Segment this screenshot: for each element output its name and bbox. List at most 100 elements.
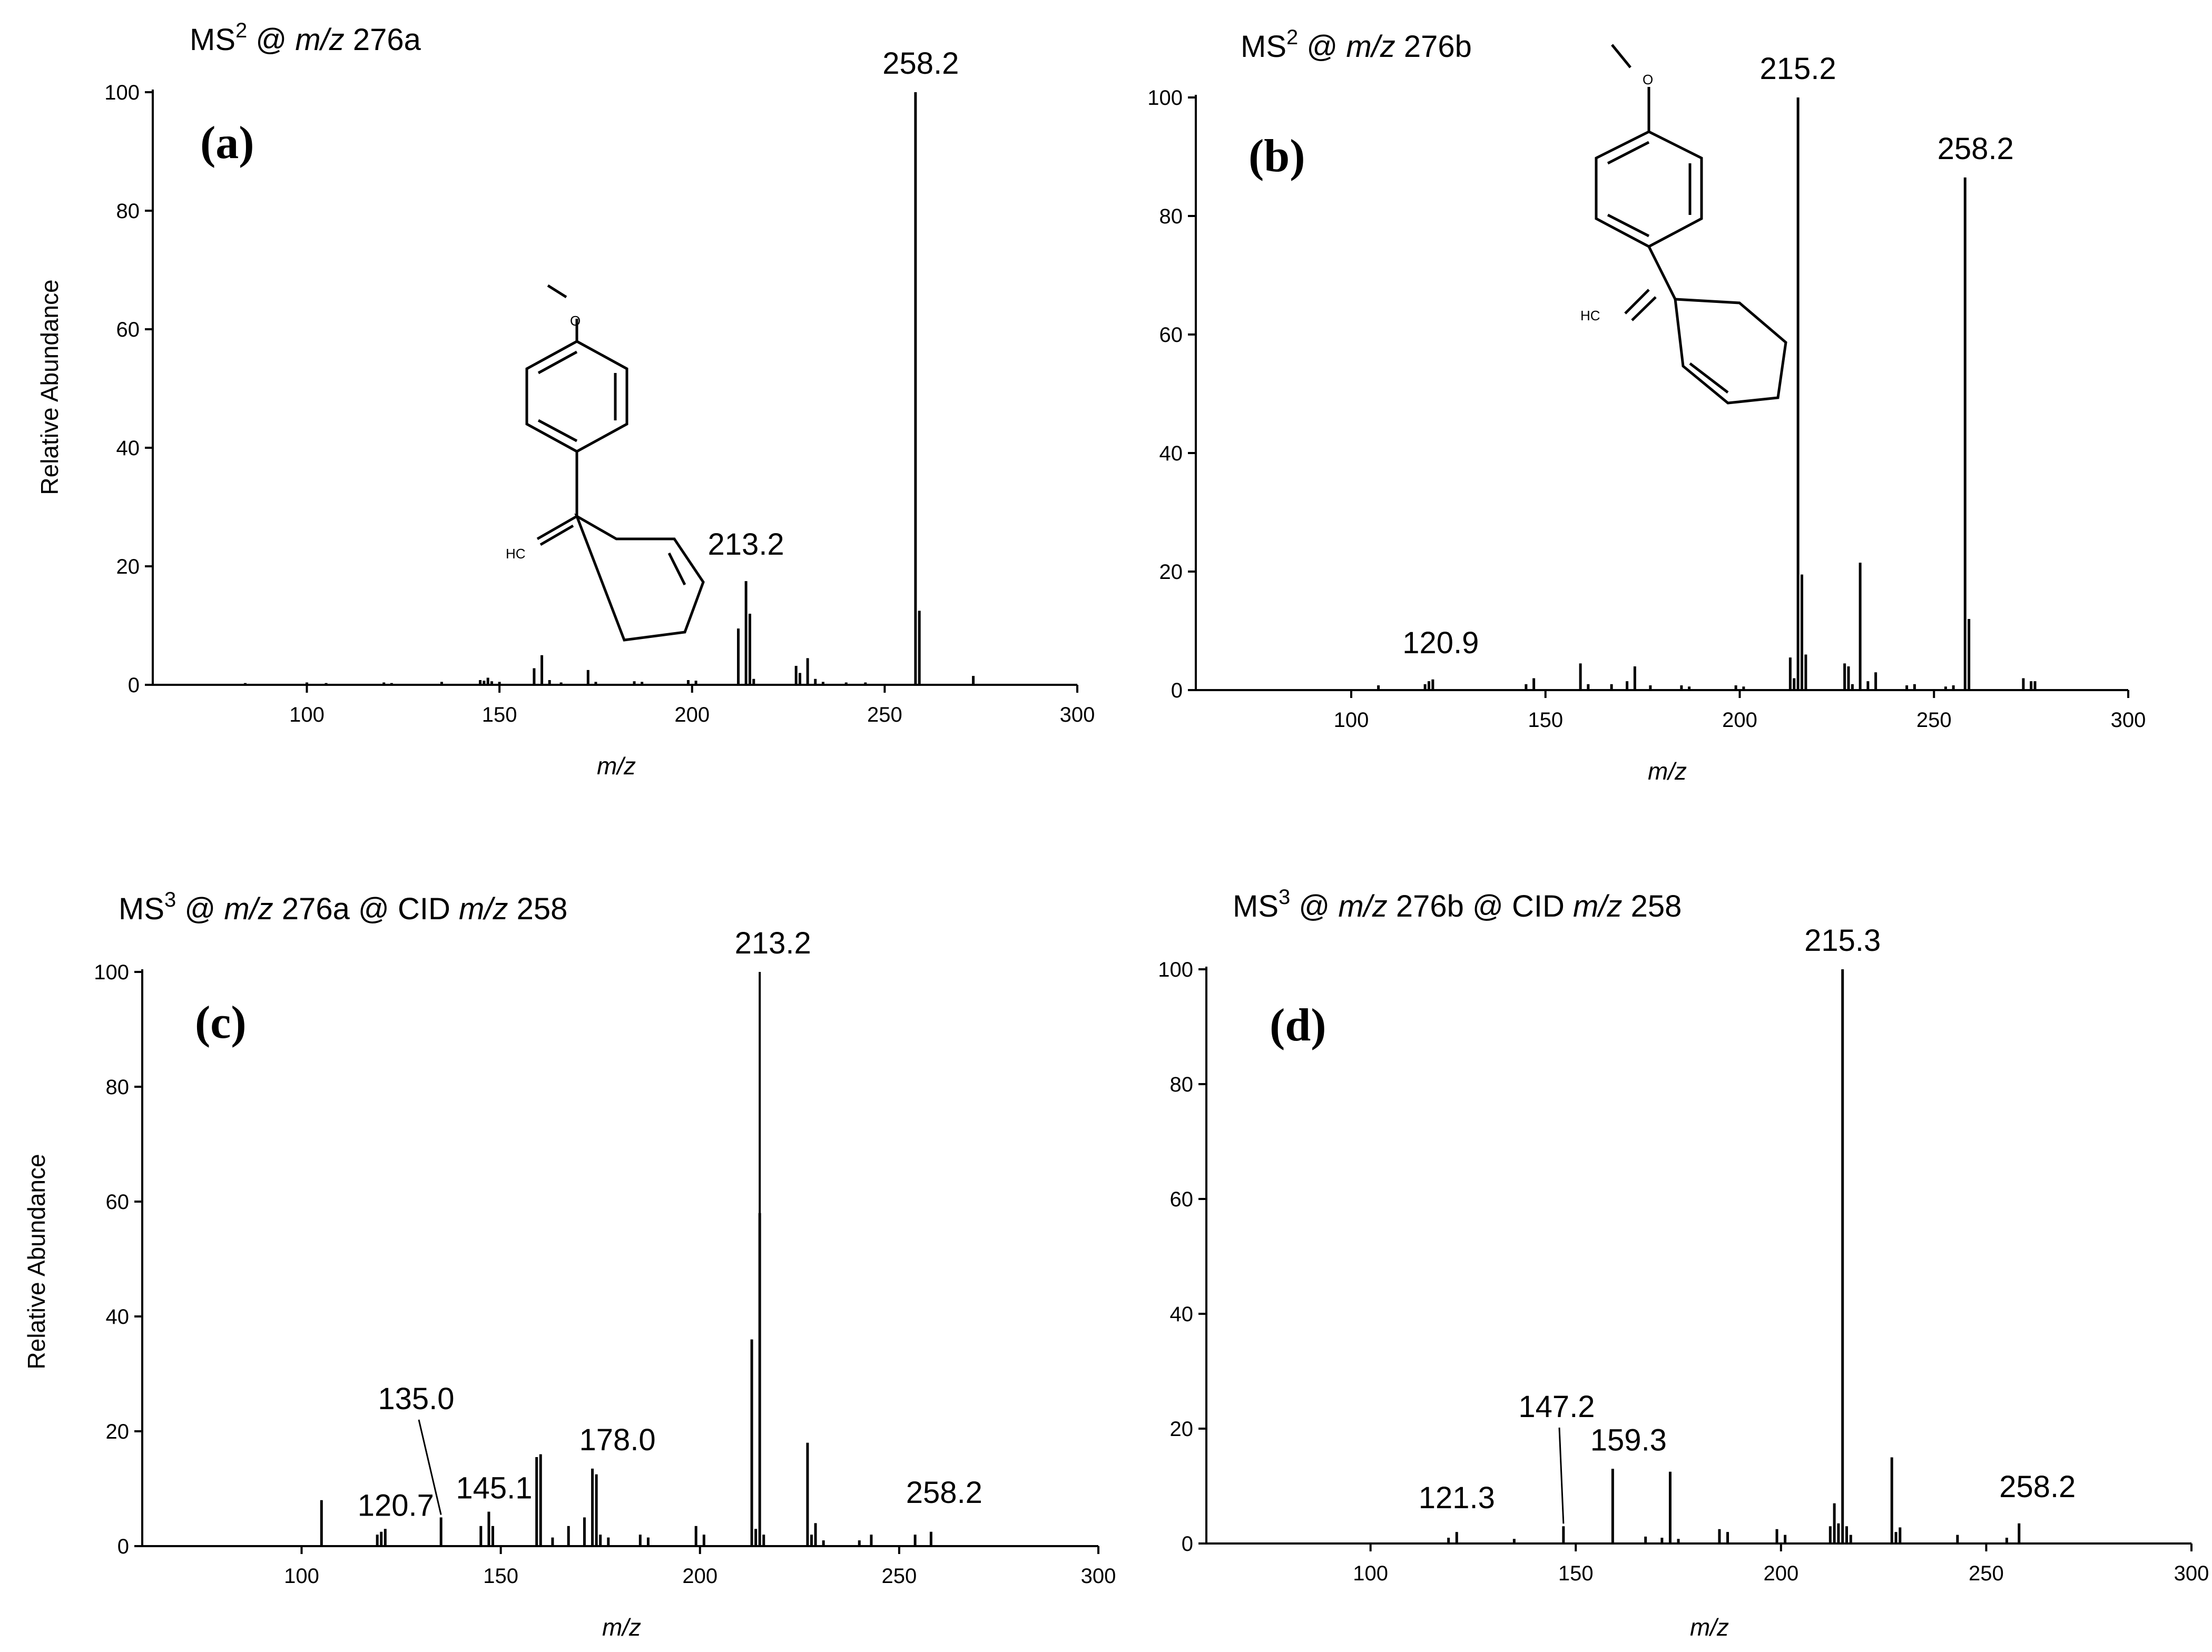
x-tick-label: 250 <box>882 1565 917 1588</box>
panel-c-axes: 0 20 40 60 80 100 100 150 200 250 300 <box>94 961 1116 1588</box>
vinyl-double-bond <box>536 515 578 540</box>
panel-a-structure-hc: HC <box>506 546 526 562</box>
panel-b-structure-hc: HC <box>1580 308 1600 323</box>
panel-c-ylabel: Relative Abundance <box>23 1154 50 1369</box>
cyclohexene-double <box>667 552 686 586</box>
peak-label: 147.2 <box>1518 1390 1595 1424</box>
peak-label: 178.0 <box>579 1423 656 1457</box>
panel-c-title: MS3 @ m/z 276a @ CID m/z 258 <box>119 888 567 926</box>
peak-label: 120.7 <box>358 1488 434 1522</box>
panel-a-annotations: 213.2 258.2 <box>708 46 959 562</box>
peak-label: 120.9 <box>1402 626 1479 660</box>
peak-label-leader <box>1558 1427 1565 1524</box>
y-tick-label: 60 <box>116 318 140 341</box>
peak-label: 213.2 <box>735 926 811 960</box>
peak-label: 213.2 <box>708 527 784 562</box>
benzene-inner-1 <box>1607 141 1650 165</box>
x-tick-label: 300 <box>1060 703 1095 726</box>
y-tick-label: 100 <box>1158 958 1193 981</box>
peak-label: 258.2 <box>882 46 959 81</box>
peak-label: 135.0 <box>378 1382 454 1416</box>
peak-label: 215.3 <box>1804 923 1881 958</box>
x-tick-label: 150 <box>482 703 517 726</box>
panel-b-label: (b) <box>1248 131 1305 182</box>
panel-d: MS3 @ m/z 276b @ CID m/z 258 (d) m/z 0 20… <box>1158 886 2209 1641</box>
y-tick-label: 40 <box>1159 442 1183 465</box>
panel-c-peaks <box>320 972 932 1546</box>
x-tick-label: 300 <box>1081 1565 1116 1588</box>
panel-a-xlabel: m/z <box>597 752 636 780</box>
benzene-ring <box>1595 130 1703 248</box>
peak-label: 145.1 <box>456 1471 532 1506</box>
panel-a-structure-o: O <box>570 313 581 329</box>
vinyl-double-bond <box>1624 289 1650 314</box>
panel-b-peaks <box>1377 97 2037 690</box>
y-tick-label: 20 <box>116 555 140 578</box>
panel-a-title: MS2 @ m/z 276a <box>190 19 421 57</box>
panel-a-peaks <box>244 92 975 685</box>
peak-label: 159.3 <box>1590 1423 1667 1457</box>
vinyl-double-bond-2 <box>1631 296 1657 321</box>
cyclohexene-ring <box>574 513 705 642</box>
peak-label: 258.2 <box>1999 1470 2076 1504</box>
x-tick-label: 250 <box>1969 1562 2004 1585</box>
panel-a-axes: 0 20 40 60 80 100 100 150 200 250 300 <box>104 81 1095 726</box>
y-tick-label: 20 <box>1170 1418 1194 1441</box>
methoxy-bond <box>1611 44 1631 68</box>
y-tick-label: 80 <box>1170 1073 1194 1096</box>
panel-a-ylabel: Relative Abundance <box>36 279 63 495</box>
x-tick-label: 100 <box>1334 709 1369 732</box>
x-tick-label: 100 <box>284 1565 319 1588</box>
panel-d-title: MS3 @ m/z 276b @ CID m/z 258 <box>1233 886 1682 923</box>
peak-label: 258.2 <box>1938 132 2014 166</box>
peak-label-leader <box>418 1419 442 1515</box>
benzene-inner-3 <box>537 419 578 442</box>
x-tick-label: 200 <box>1722 709 1757 732</box>
cyclohexene-double <box>1689 362 1729 394</box>
panel-d-xlabel: m/z <box>1690 1614 1729 1641</box>
x-tick-label: 150 <box>483 1565 518 1588</box>
panel-b-structure <box>1595 44 1787 405</box>
benzene-inner-1 <box>537 350 578 375</box>
y-tick-label: 100 <box>104 81 140 104</box>
y-tick-label: 100 <box>94 961 129 984</box>
panel-d-label: (d) <box>1270 1000 1326 1051</box>
x-tick-label: 200 <box>1763 1562 1798 1585</box>
peak-label: 121.3 <box>1419 1481 1495 1515</box>
y-tick-label: 0 <box>1171 679 1183 702</box>
panel-c-label: (c) <box>195 997 247 1048</box>
methoxy-bond <box>547 284 567 299</box>
x-tick-label: 250 <box>867 703 902 726</box>
vinyl-double-bond-2 <box>539 524 574 546</box>
y-tick-label: 0 <box>128 674 140 697</box>
y-tick-label: 20 <box>1159 560 1183 584</box>
x-tick-label: 300 <box>2111 709 2146 732</box>
x-tick-label: 200 <box>674 703 710 726</box>
cyclohexene-ring <box>1674 298 1787 405</box>
x-tick-label: 100 <box>289 703 325 726</box>
y-tick-label: 40 <box>116 437 140 460</box>
y-tick-label: 80 <box>106 1076 130 1099</box>
x-tick-label: 300 <box>2174 1562 2209 1585</box>
benzene-inner-3 <box>1607 213 1650 238</box>
panel-b: MS2 @ m/z 276b (b) m/z 0 20 40 60 80 100 100 15… <box>1147 26 2146 785</box>
panel-a: MS2 @ m/z 276a (a) Relative Abundance m/… <box>36 19 1095 780</box>
peak-label: 258.2 <box>906 1476 982 1510</box>
y-tick-label: 0 <box>1182 1532 1193 1556</box>
panel-d-peaks <box>1447 969 2021 1543</box>
y-tick-label: 20 <box>106 1420 130 1443</box>
panel-c-annotations: 120.7 135.0 145.1 178.0 213.2 258.2 <box>358 926 982 1522</box>
y-tick-label: 80 <box>1159 205 1183 228</box>
panel-b-structure-o: O <box>1643 72 1653 87</box>
x-tick-label: 150 <box>1528 709 1563 732</box>
panel-a-label: (a) <box>200 117 254 169</box>
panel-c: MS3 @ m/z 276a @ CID m/z 258 (c) Relativ… <box>23 888 1116 1641</box>
panel-b-title: MS2 @ m/z 276b <box>1241 26 1472 64</box>
y-tick-label: 60 <box>1159 323 1183 347</box>
x-tick-label: 100 <box>1353 1562 1388 1585</box>
y-tick-label: 0 <box>117 1535 129 1558</box>
benzene-ring <box>525 340 628 453</box>
y-tick-label: 80 <box>116 200 140 223</box>
